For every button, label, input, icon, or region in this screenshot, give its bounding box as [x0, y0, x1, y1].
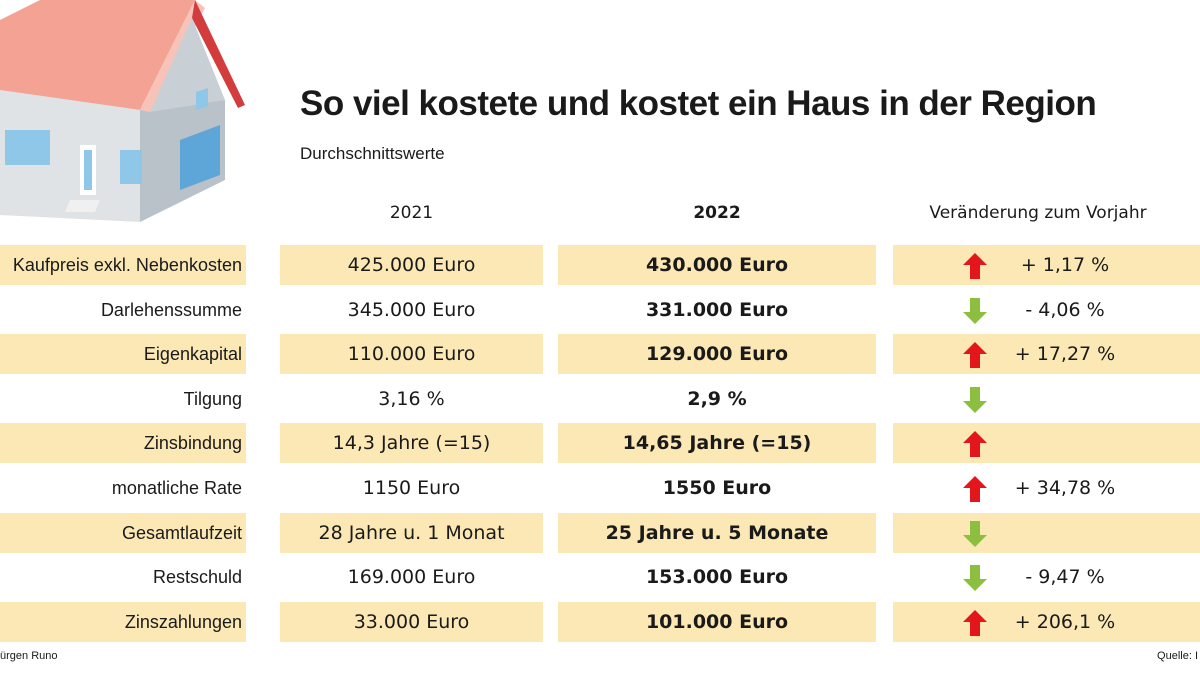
header-2021: 2021: [389, 203, 434, 223]
change-percent: + 206,1 %: [1014, 610, 1116, 633]
value-2021: 28 Jahre u. 1 Monat: [280, 512, 543, 553]
row-label: Zinszahlungen: [0, 601, 246, 642]
arrow-down-icon: [963, 297, 987, 324]
source-credit: Quelle: I: [1157, 650, 1198, 662]
table-row: Zinsbindung 14,3 Jahre (=15) 14,65 Jahre (…: [0, 423, 1200, 464]
value-2022: 331.000 Euro: [645, 298, 789, 321]
change-cell: [893, 423, 1200, 464]
value-2021: 345.000 Euro: [347, 298, 476, 321]
author-credit: ürgen Runo: [0, 650, 58, 662]
value-2022: 25 Jahre u. 5 Monate: [558, 512, 876, 553]
change-percent: - 9,47 %: [1025, 566, 1105, 589]
change-cell: + 206,1 %: [893, 601, 1200, 642]
value-2021: 169.000 Euro: [347, 566, 476, 589]
value-2021: 33.000 Euro: [280, 601, 543, 642]
row-label: monatliche Rate: [111, 478, 242, 498]
chart-title: So viel kostete und kostet ein Haus in d…: [300, 84, 1097, 123]
change-cell: [893, 512, 1200, 553]
row-label: Gesamtlaufzeit: [0, 512, 246, 553]
chart-subtitle: Durchschnittswerte: [300, 144, 445, 163]
row-label: Zinsbindung: [0, 423, 246, 464]
value-2021: 425.000 Euro: [280, 245, 543, 285]
row-label: Restschuld: [152, 567, 242, 588]
value-2021: 3,16 %: [378, 387, 445, 410]
table-row: Gesamtlaufzeit 28 Jahre u. 1 Monat 25 Jahr…: [0, 512, 1200, 553]
arrow-up-icon: [963, 609, 987, 636]
value-2022: 1550 Euro: [662, 477, 772, 499]
header-2022: 2022: [693, 203, 741, 223]
value-2021: 110.000 Euro: [280, 334, 543, 375]
row-label: Eigenkapital: [0, 334, 246, 375]
house-illustration: [0, 0, 245, 222]
row-label: Kaufpreis exkl. Nebenkosten: [0, 245, 246, 285]
value-2022: 2,9 %: [687, 387, 747, 410]
table-row: Darlehenssumme 345.000 Euro 331.000 Euro - …: [0, 290, 1200, 330]
table-row: Eigenkapital 110.000 Euro 129.000 Euro + 17…: [0, 334, 1200, 375]
change-cell: - 9,47 %: [893, 557, 1200, 597]
change-cell: + 1,17 %: [893, 245, 1200, 285]
table-row: monatliche Rate 1150 Euro 1550 Euro + 34,78…: [0, 468, 1200, 508]
table-row: Tilgung 3,16 % 2,9 %: [0, 379, 1200, 419]
arrow-down-icon: [963, 386, 987, 413]
value-2022: 14,65 Jahre (=15): [558, 423, 876, 464]
change-percent: + 1,17 %: [1020, 254, 1110, 276]
arrow-up-icon: [963, 342, 987, 369]
value-2022: 153.000 Euro: [645, 566, 789, 589]
table-row: Kaufpreis exkl. Nebenkosten 425.000 Euro 4…: [0, 245, 1200, 285]
value-2022: 101.000 Euro: [558, 601, 876, 642]
row-label: Darlehenssumme: [100, 299, 242, 320]
row-label: Tilgung: [183, 388, 242, 409]
change-cell: [893, 379, 1200, 419]
arrow-down-icon: [963, 565, 987, 592]
value-2021: 14,3 Jahre (=15): [280, 423, 543, 464]
value-2022: 129.000 Euro: [558, 334, 876, 375]
table-row: Zinszahlungen 33.000 Euro 101.000 Euro + 20…: [0, 601, 1200, 642]
change-cell: + 34,78 %: [893, 468, 1200, 508]
arrow-up-icon: [963, 476, 987, 502]
arrow-down-icon: [963, 520, 987, 547]
change-cell: - 4,06 %: [893, 290, 1200, 330]
change-percent: + 17,27 %: [1014, 343, 1116, 366]
change-cell: + 17,27 %: [893, 334, 1200, 375]
arrow-up-icon: [963, 431, 987, 458]
value-2021: 1150 Euro: [362, 477, 461, 499]
arrow-up-icon: [963, 253, 987, 279]
table-row: Restschuld 169.000 Euro 153.000 Euro - 9,47…: [0, 557, 1200, 597]
header-change: Veränderung zum Vorjahr: [929, 203, 1147, 223]
change-percent: + 34,78 %: [1014, 477, 1116, 499]
change-percent: - 4,06 %: [1025, 298, 1105, 321]
value-2022: 430.000 Euro: [558, 245, 876, 285]
